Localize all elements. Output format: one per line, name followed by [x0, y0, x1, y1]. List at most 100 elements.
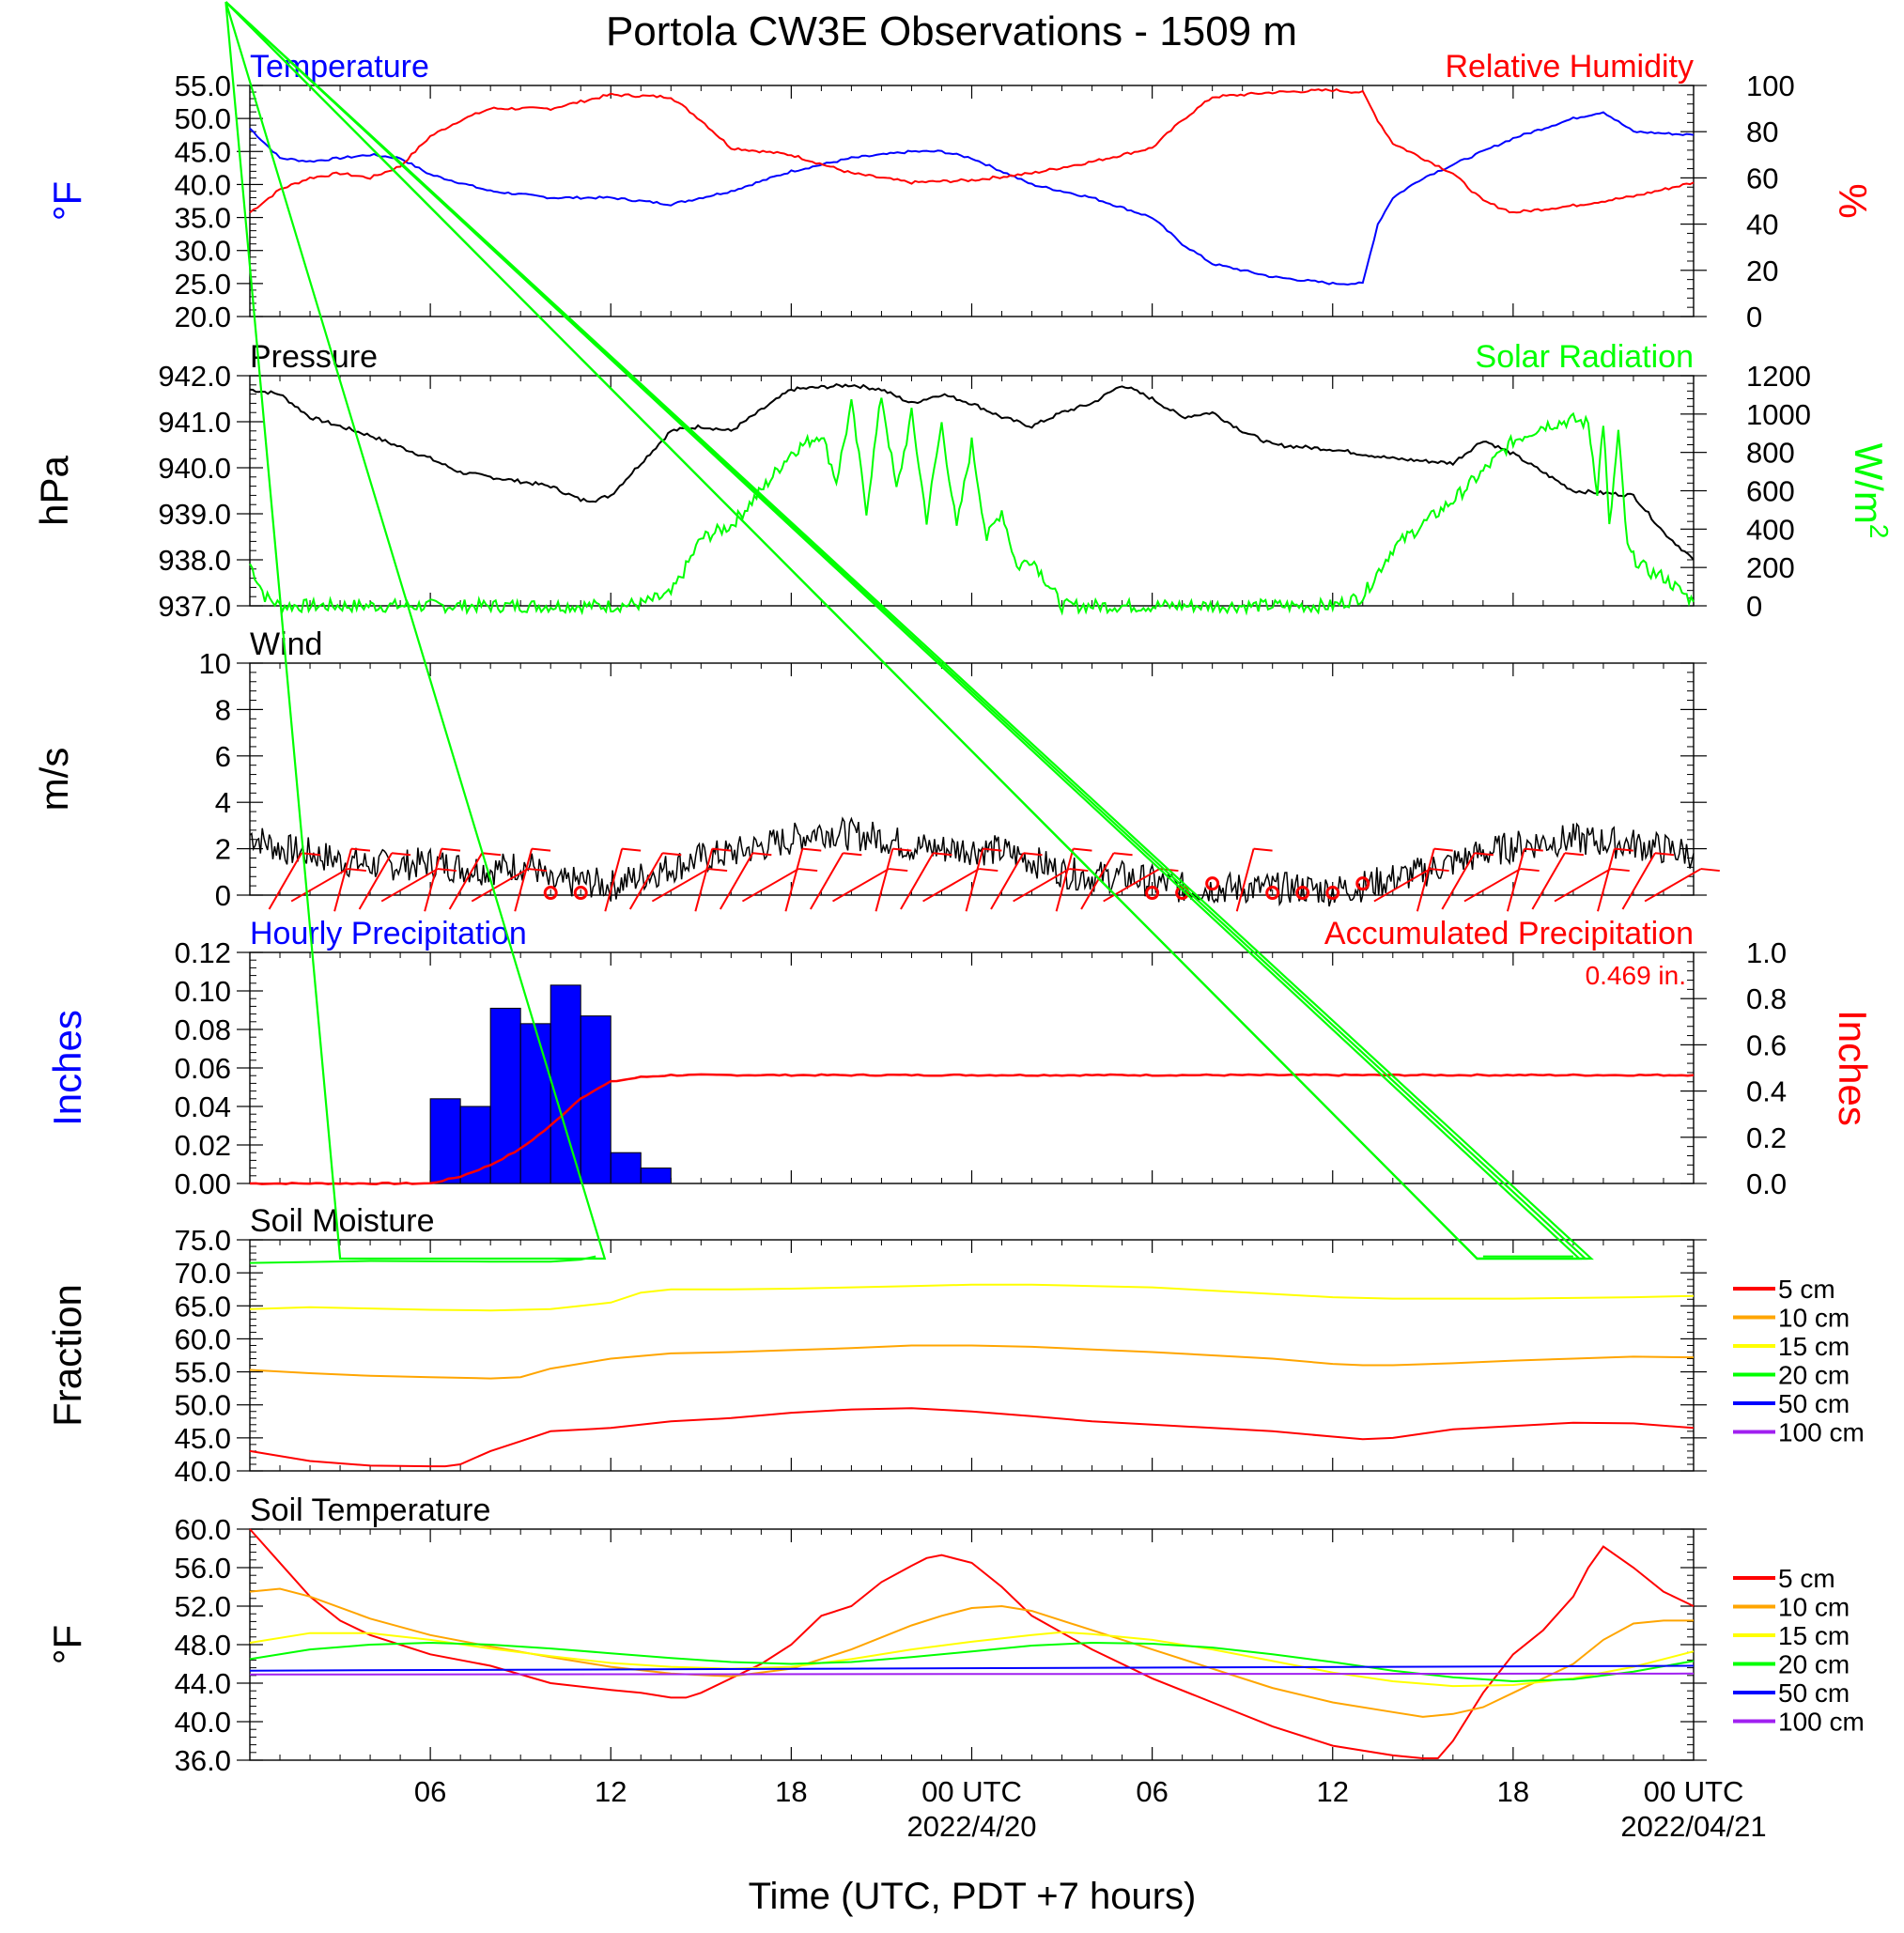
wind-barb-flag	[662, 852, 682, 857]
st-legend-label: 50 cm	[1778, 1678, 1850, 1708]
sm-legend-label: 15 cm	[1778, 1332, 1850, 1361]
wind-barb-flag	[527, 868, 548, 873]
wind-barb-flag	[391, 852, 411, 857]
wind-barb-flag	[482, 852, 502, 857]
series-wind-speed-line	[249, 816, 1695, 907]
temp-ytick-label-left: 45.0	[175, 135, 231, 168]
temp-ytick-label-left: 25.0	[175, 268, 231, 301]
rh-ytick-label-right: 20	[1746, 255, 1778, 287]
wind-barb	[604, 848, 624, 912]
wind-barb-flag	[301, 852, 321, 857]
pressure-ytick-label-left: 940.0	[158, 452, 231, 485]
precip-ytick-label-left: 0.00	[175, 1168, 231, 1200]
wind-barb-flag	[712, 847, 732, 852]
wind-ytick-label-left: 6	[215, 740, 231, 773]
pressure-ytick-label-left: 942.0	[158, 360, 231, 393]
wind-axis-label: m/s	[32, 748, 76, 812]
wind-barb	[1441, 852, 1476, 910]
wind-barb-flag	[1564, 852, 1584, 857]
figure-title: Portola CW3E Observations - 1509 m	[606, 8, 1297, 54]
wind-barb-flag	[843, 852, 862, 857]
wind-barb	[1373, 868, 1432, 903]
accum-title-right: Accumulated Precipitation	[1324, 916, 1694, 951]
rh-ytick-label-right: 0	[1746, 301, 1762, 333]
sm-ytick-label-left: 55.0	[175, 1356, 231, 1389]
sm-ytick-label-left: 40.0	[175, 1455, 231, 1488]
wind-barb-flag	[708, 868, 728, 873]
wind-barb-flag	[798, 868, 818, 873]
series-soil-temp-line	[249, 1528, 1695, 1759]
pressure-ytick-label-left: 941.0	[158, 406, 231, 439]
series-soil-temp-line	[249, 1631, 1695, 1688]
st-axis-label: °F	[45, 1625, 89, 1664]
wind-barb	[694, 848, 714, 912]
wind-barb-flag	[1524, 847, 1543, 852]
wind-barb-flag	[531, 847, 551, 852]
series-accumulated-precip-line	[249, 1073, 1695, 1185]
wind-barb	[268, 852, 302, 910]
x-tick-label: 00 UTC	[921, 1775, 1022, 1808]
series-soil-temp-line	[249, 1641, 1695, 1683]
sm-legend-label: 20 cm	[1778, 1361, 1850, 1390]
wind-barb-flag	[1654, 852, 1675, 857]
wind-barb	[290, 868, 348, 903]
precip-bar	[550, 984, 581, 1184]
precip-bar	[580, 1015, 611, 1184]
temp-ytick-label-left: 40.0	[175, 168, 231, 201]
sm-legend-label: 50 cm	[1778, 1389, 1850, 1418]
solar-ytick-label-right: 600	[1746, 475, 1795, 508]
series-soil-moisture-line	[249, 1407, 1695, 1468]
series-soil-moisture-line	[249, 1344, 1695, 1380]
wind-barb	[1463, 868, 1522, 903]
wind-calm-marker	[543, 886, 558, 901]
x-tick-label: 00 UTC	[1644, 1775, 1744, 1808]
wind-calm-marker	[1325, 886, 1340, 901]
wind-barb	[448, 852, 484, 910]
accum-ytick-label-right: 0.8	[1746, 982, 1787, 1015]
wind-barb	[1080, 852, 1115, 910]
overlay-lines	[224, 1, 1594, 1260]
precip-ytick-label-left: 0.08	[175, 1013, 231, 1046]
sm-legend-label: 100 cm	[1778, 1418, 1865, 1447]
temp-ytick-label-left: 55.0	[175, 70, 231, 102]
wind-calm-marker	[1145, 886, 1160, 901]
st-ytick-label-left: 44.0	[175, 1667, 231, 1700]
wind-ytick-label-left: 8	[215, 693, 231, 726]
wind-barb	[424, 848, 442, 912]
pressure-ytick-label-left: 938.0	[158, 544, 231, 577]
wind-barb	[651, 868, 709, 903]
accum-ytick-label-right: 0.4	[1746, 1075, 1787, 1108]
st-ytick-label-left: 36.0	[175, 1744, 231, 1777]
wind-barb-flag	[350, 847, 371, 852]
temp-ytick-label-left: 20.0	[175, 301, 231, 333]
pressure-title-left: Pressure	[250, 339, 378, 375]
series-soil-temp-line	[249, 1587, 1694, 1718]
rh-title-right: Relative Humidity	[1445, 49, 1694, 85]
sm-title-left: Soil Moisture	[250, 1203, 435, 1239]
wind-barb	[514, 848, 534, 912]
wind-barb	[380, 868, 439, 903]
wind-barb-flag	[1253, 847, 1273, 852]
wind-barb-flag	[1113, 852, 1133, 857]
solar-ytick-label-right: 1200	[1746, 360, 1811, 393]
temp-ytick-label-left: 30.0	[175, 235, 231, 268]
series-pressure-line	[249, 382, 1695, 561]
wind-calm-marker	[1265, 886, 1280, 901]
panels: 55.050.045.040.035.030.025.020.010080604…	[32, 49, 1894, 1777]
wind-barb	[831, 868, 890, 903]
solar-title-right: Solar Radiation	[1476, 339, 1694, 375]
series-soil-moisture-line	[249, 1283, 1695, 1312]
sm-ytick-label-left: 50.0	[175, 1389, 231, 1422]
wind-barb-flag	[979, 868, 998, 873]
wind-barb	[1103, 868, 1160, 903]
panel-temperature-humidity: 55.050.045.040.035.030.025.020.0 100 80 60 4…	[45, 49, 1875, 333]
solar-ytick-label-right: 800	[1746, 437, 1795, 470]
wind-barb-flag	[889, 868, 908, 873]
st-ytick-label-left: 60.0	[175, 1513, 231, 1546]
wind-barb	[1013, 868, 1070, 903]
st-ytick-label-left: 48.0	[175, 1629, 231, 1662]
sm-ytick-label-left: 65.0	[175, 1290, 231, 1322]
